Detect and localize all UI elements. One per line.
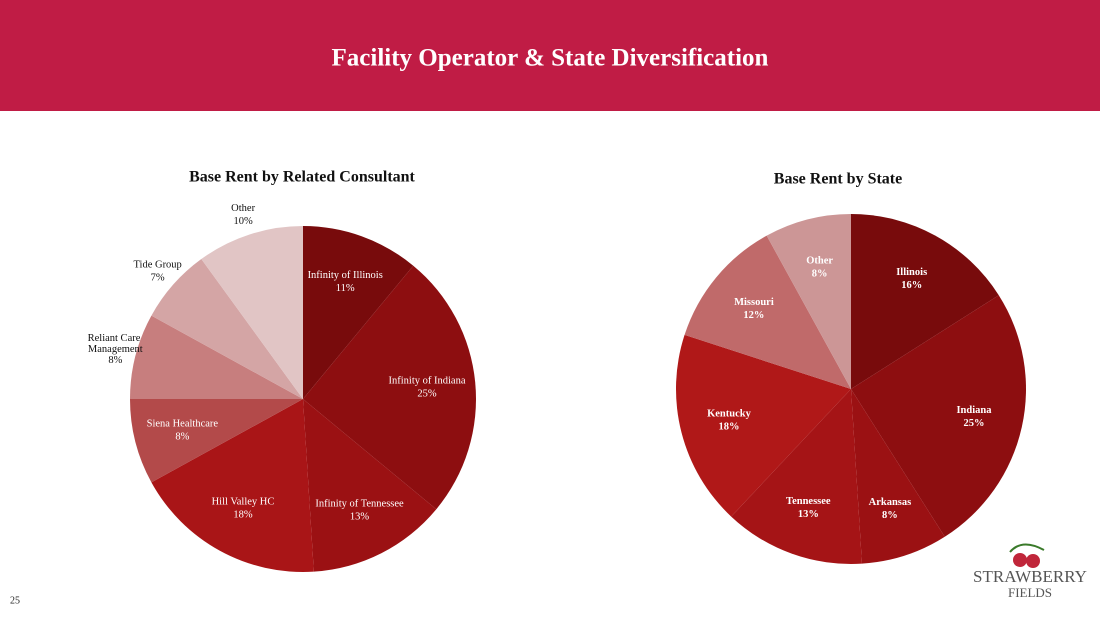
chart-title: Base Rent by Related Consultant	[189, 169, 415, 186]
slice-value-label: 10%	[233, 216, 253, 227]
slice-value-label: 25%	[417, 389, 437, 400]
slice-label-line: Reliant Care	[88, 333, 143, 344]
pie-slice	[676, 334, 851, 517]
slice-label: Infinity of Tennessee	[315, 498, 404, 509]
slice-label: Indiana	[956, 405, 992, 416]
slice-label: Tide Group	[133, 259, 181, 270]
pie-slice	[851, 389, 945, 564]
slice-value-label: 13%	[350, 511, 370, 522]
pie-slice	[766, 214, 851, 389]
slice-value-label: 12%	[743, 310, 764, 321]
slice-value-label: 25%	[963, 418, 984, 429]
logo-berry	[1026, 554, 1040, 568]
slice-label: Other	[806, 255, 833, 266]
slice-label: Missouri	[734, 297, 774, 308]
slice-value-label: 13%	[798, 509, 819, 520]
pie-slice	[303, 399, 437, 572]
header-band	[0, 0, 1100, 111]
slice-label-line: Management	[88, 344, 143, 355]
slice-value-label: 8%	[108, 355, 122, 366]
pie-slice	[684, 235, 851, 389]
slice-label: Kentucky	[707, 409, 752, 420]
chart-title: Base Rent by State	[774, 171, 902, 188]
pie-slice	[130, 315, 303, 399]
pie-slice	[151, 399, 314, 572]
slice-value-label: 8%	[812, 268, 828, 279]
slice-value-label: 16%	[901, 280, 922, 291]
slice-label: Reliant Care Management	[88, 333, 143, 355]
slide-title: Facility Operator & State Diversificatio…	[332, 45, 769, 72]
slice-label: Infinity of Indiana	[389, 376, 466, 387]
slice-label: Arkansas	[869, 497, 912, 508]
slice-value-label: 8%	[175, 431, 189, 442]
logo-berry	[1013, 553, 1027, 567]
slice-label: Tennessee	[786, 496, 831, 507]
pie-slice	[851, 214, 999, 389]
pie-slice	[303, 226, 414, 399]
slice-label: Other	[231, 203, 255, 214]
logo-text: FIELDS	[1008, 585, 1052, 600]
logo-leaf	[1009, 543, 1045, 553]
pie-slice	[303, 265, 477, 510]
logo: STRAWBERRY FIELDS	[973, 543, 1087, 600]
pie-slice	[731, 389, 862, 564]
pie-slice	[130, 399, 303, 483]
pie-slice	[851, 295, 1027, 537]
slice-value-label: 11%	[336, 283, 355, 294]
slice-value-label: 7%	[151, 272, 165, 283]
page-number: 25	[10, 595, 20, 606]
slice-label: Illinois	[896, 267, 927, 278]
slice-value-label: 18%	[233, 510, 253, 521]
slice-label: Infinity of Illinois	[308, 270, 383, 281]
slice-value-label: 8%	[882, 510, 898, 521]
pie-slice	[201, 226, 303, 399]
slice-label: Siena Healthcare	[147, 418, 219, 429]
slice-value-label: 18%	[718, 422, 739, 433]
slice-label: Hill Valley HC	[212, 497, 275, 508]
pie-slice	[151, 259, 303, 399]
logo-text: STRAWBERRY	[973, 567, 1087, 586]
